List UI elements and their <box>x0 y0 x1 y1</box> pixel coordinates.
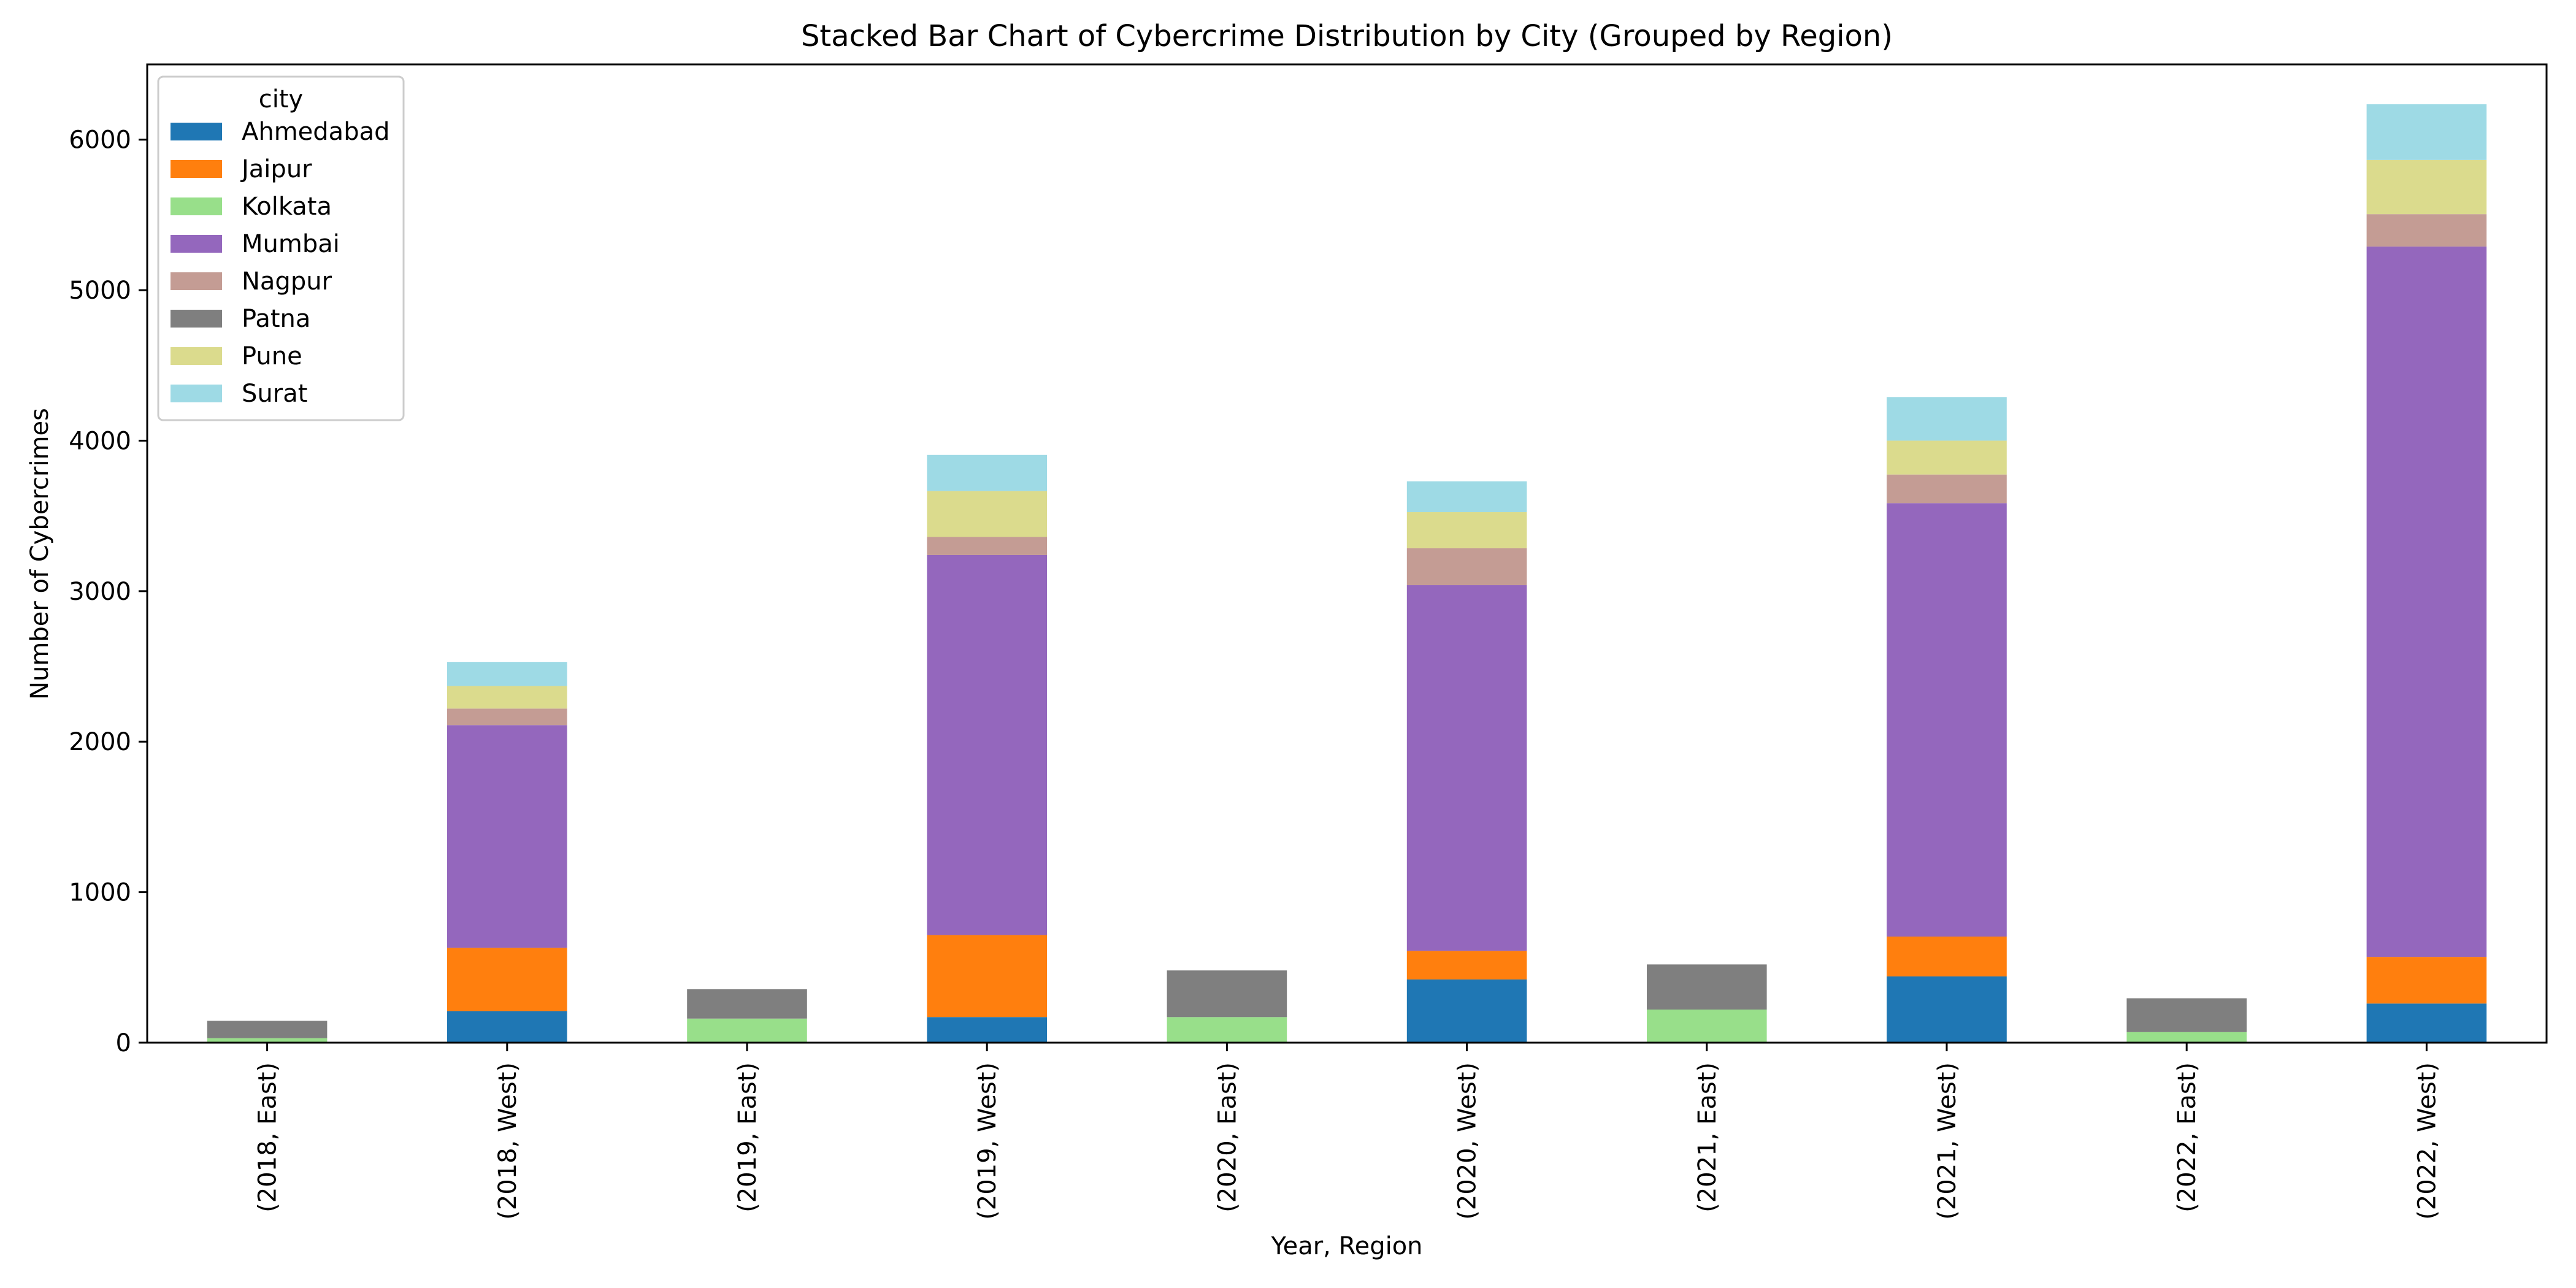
bar-segment-mumbai-7 <box>1887 503 2007 937</box>
bar-segment-pune-9 <box>2366 159 2487 215</box>
legend-swatch-nagpur <box>171 272 222 290</box>
x-tick-label-2: (2019, East) <box>734 1062 762 1213</box>
legend-label-mumbai: Mumbai <box>242 230 340 258</box>
x-tick-label-3: (2019, West) <box>973 1062 1002 1220</box>
x-axis-label: Year, Region <box>1270 1232 1422 1260</box>
bar-segment-kolkata-0 <box>207 1038 328 1043</box>
bar-segment-ahmedabad-1 <box>447 1011 567 1043</box>
bar-segment-ahmedabad-9 <box>2366 1003 2487 1043</box>
legend-label-nagpur: Nagpur <box>242 267 332 296</box>
legend-swatch-patna <box>171 310 222 328</box>
legend-label-pune: Pune <box>242 342 302 370</box>
legend-swatch-pune <box>171 347 222 365</box>
x-tick-label-7: (2021, West) <box>1933 1062 1961 1220</box>
y-axis: 0 1000 2000 3000 4000 5000 6000 <box>69 126 147 1057</box>
bar-segment-jaipur-5 <box>1406 951 1527 979</box>
bar-segment-nagpur-7 <box>1887 474 2007 504</box>
legend-swatch-kolkata <box>171 197 222 215</box>
y-tick-label-2000: 2000 <box>69 728 131 756</box>
legend-swatch-surat <box>171 385 222 402</box>
bar-segment-pune-7 <box>1887 440 2007 475</box>
x-tick-label-0: (2018, East) <box>254 1062 282 1213</box>
bar-segment-surat-7 <box>1887 397 2007 441</box>
bar-segment-surat-5 <box>1406 481 1527 513</box>
x-tick-label-1: (2018, West) <box>494 1062 522 1220</box>
y-tick-label-4000: 4000 <box>69 427 131 455</box>
legend-title: city <box>259 85 303 113</box>
bar-segment-surat-3 <box>927 454 1047 491</box>
y-tick-label-0: 0 <box>116 1029 131 1057</box>
x-tick-label-5: (2020, West) <box>1454 1062 1482 1220</box>
bar-segment-patna-8 <box>2126 998 2247 1032</box>
bar-segment-nagpur-5 <box>1406 548 1527 586</box>
bar-segment-patna-0 <box>207 1021 328 1038</box>
bar-segment-mumbai-9 <box>2366 246 2487 957</box>
legend-label-ahmedabad: Ahmedabad <box>242 118 389 146</box>
bar-segment-ahmedabad-7 <box>1887 976 2007 1043</box>
legend-label-patna: Patna <box>242 305 310 333</box>
bar-segment-patna-4 <box>1167 970 1287 1018</box>
y-tick-label-3000: 3000 <box>69 578 131 606</box>
legend-swatch-jaipur <box>171 160 222 178</box>
x-tick-label-4: (2020, East) <box>1213 1062 1241 1213</box>
legend-items: Ahmedabad Jaipur Kolkata Mumbai Nagpur Patna P… <box>171 118 389 408</box>
y-tick-label-1000: 1000 <box>69 879 131 907</box>
chart-title: Stacked Bar Chart of Cybercrime Distribu… <box>801 19 1893 53</box>
bar-segment-ahmedabad-3 <box>927 1017 1047 1043</box>
legend: city Ahmedabad Jaipur Kolkata Mumbai Nagpur P… <box>157 75 405 421</box>
plot-frame <box>146 63 2548 1044</box>
y-tick-label-6000: 6000 <box>69 126 131 155</box>
bar-segment-kolkata-4 <box>1167 1017 1287 1043</box>
bar-segment-nagpur-9 <box>2366 214 2487 247</box>
x-tick-label-6: (2021, East) <box>1693 1062 1722 1213</box>
x-tick-label-9: (2022, West) <box>2413 1062 2441 1220</box>
bar-segment-kolkata-8 <box>2126 1032 2247 1043</box>
bar-segment-jaipur-1 <box>447 948 567 1011</box>
bar-segment-mumbai-1 <box>447 725 567 948</box>
bar-segment-jaipur-9 <box>2366 957 2487 1004</box>
bar-segment-kolkata-6 <box>1647 1010 1767 1043</box>
legend-swatch-ahmedabad <box>171 123 222 140</box>
bar-segment-mumbai-5 <box>1406 585 1527 951</box>
y-axis-label: Number of Cybercrimes <box>26 408 54 700</box>
bar-segment-nagpur-1 <box>447 708 567 726</box>
bar-segment-mumbai-3 <box>927 554 1047 935</box>
bar-segment-ahmedabad-5 <box>1406 979 1527 1043</box>
bar-segment-nagpur-3 <box>927 537 1047 555</box>
bar-segment-surat-1 <box>447 662 567 686</box>
legend-label-surat: Surat <box>242 380 307 408</box>
bar-segment-jaipur-3 <box>927 935 1047 1018</box>
legend-label-jaipur: Jaipur <box>240 155 312 183</box>
legend-label-kolkata: Kolkata <box>242 193 332 221</box>
bars-layer <box>207 104 2487 1043</box>
y-tick-label-5000: 5000 <box>69 277 131 305</box>
x-tick-label-8: (2022, East) <box>2173 1062 2201 1213</box>
bar-segment-jaipur-7 <box>1887 937 2007 977</box>
bar-segment-pune-1 <box>447 686 567 709</box>
bar-segment-kolkata-2 <box>687 1018 807 1043</box>
bar-segment-pune-3 <box>927 491 1047 537</box>
bar-segment-patna-2 <box>687 989 807 1019</box>
bar-segment-patna-6 <box>1647 964 1767 1010</box>
bar-segment-pune-5 <box>1406 512 1527 548</box>
legend-swatch-mumbai <box>171 235 222 253</box>
x-axis: (2018, East) (2018, West) (2019, East) (201… <box>254 1043 2441 1220</box>
bar-segment-surat-9 <box>2366 104 2487 160</box>
